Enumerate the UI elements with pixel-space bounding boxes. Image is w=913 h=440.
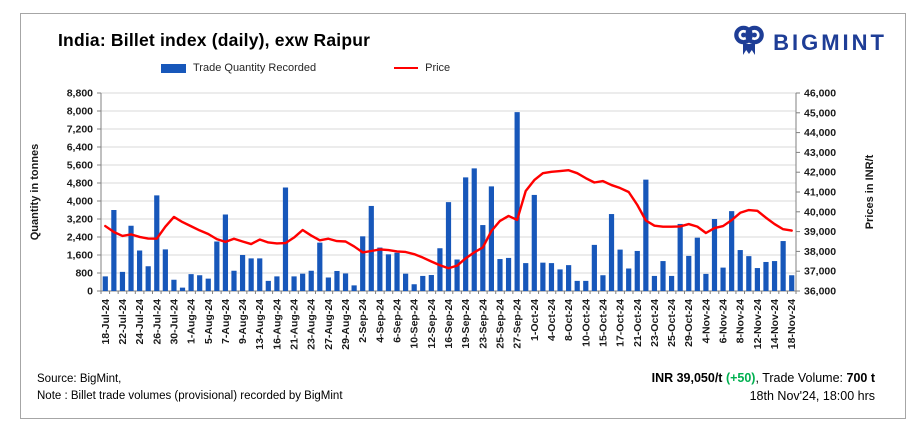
svg-text:36,000: 36,000: [804, 286, 836, 298]
svg-text:23-Sep-24: 23-Sep-24: [477, 299, 489, 349]
svg-text:25-Oct-24: 25-Oct-24: [666, 299, 678, 347]
svg-text:18-Jul-24: 18-Jul-24: [100, 299, 112, 345]
svg-text:5-Aug-24: 5-Aug-24: [203, 299, 215, 344]
price-change-badge: (+50): [725, 371, 756, 385]
brand-logo: BIGMINT: [732, 23, 887, 62]
svg-text:16-Sep-24: 16-Sep-24: [443, 299, 455, 349]
chart-area: 0 800 1,600 2,400 3,200 4,000 4,800 5,600 6,400 7…: [21, 80, 905, 372]
svg-text:6-Nov-24: 6-Nov-24: [718, 299, 730, 344]
svg-text:25-Sep-24: 25-Sep-24: [494, 299, 506, 349]
svg-text:29-Aug-24: 29-Aug-24: [340, 299, 352, 350]
svg-text:0: 0: [87, 286, 93, 298]
timestamp: 18th Nov'24, 18:00 hrs: [749, 389, 875, 403]
svg-text:4-Oct-24: 4-Oct-24: [546, 299, 558, 341]
svg-text:800: 800: [75, 268, 93, 280]
svg-text:8-Nov-24: 8-Nov-24: [735, 299, 747, 344]
legend-line-swatch-icon: [394, 67, 419, 69]
svg-text:22-Jul-24: 22-Jul-24: [117, 299, 129, 345]
svg-text:46,000: 46,000: [804, 88, 836, 100]
svg-text:14-Nov-24: 14-Nov-24: [769, 299, 781, 349]
svg-text:4-Nov-24: 4-Nov-24: [700, 299, 712, 344]
price-value: INR 39,050/t: [651, 371, 726, 385]
svg-text:8-Oct-24: 8-Oct-24: [563, 299, 575, 341]
svg-text:6,400: 6,400: [67, 142, 93, 154]
svg-text:17-Oct-24: 17-Oct-24: [615, 299, 627, 347]
bigmint-logo-icon: [732, 23, 766, 62]
legend-label-price: Price: [425, 62, 451, 74]
svg-text:40,000: 40,000: [804, 206, 836, 218]
svg-text:18-Nov-24: 18-Nov-24: [786, 299, 798, 349]
svg-text:9-Aug-24: 9-Aug-24: [237, 299, 249, 344]
chart-card: India: Billet index (daily), exw Raipur …: [20, 13, 906, 419]
svg-text:38,000: 38,000: [804, 246, 836, 258]
svg-text:12-Nov-24: 12-Nov-24: [752, 299, 764, 349]
svg-text:7,200: 7,200: [67, 124, 93, 136]
svg-text:27-Sep-24: 27-Sep-24: [512, 299, 524, 349]
svg-text:12-Sep-24: 12-Sep-24: [426, 299, 438, 349]
svg-text:41,000: 41,000: [804, 187, 836, 199]
svg-text:23-Aug-24: 23-Aug-24: [306, 299, 318, 350]
svg-text:10-Sep-24: 10-Sep-24: [409, 299, 421, 349]
legend-item-price: Price: [394, 62, 450, 74]
svg-text:5,600: 5,600: [67, 160, 93, 172]
svg-text:37,000: 37,000: [804, 266, 836, 278]
legend-bar-swatch-icon: [161, 63, 186, 73]
svg-text:42,000: 42,000: [804, 167, 836, 179]
price-summary: INR 39,050/t (+50), Trade Volume: 700 t …: [652, 369, 875, 405]
svg-text:23-Oct-24: 23-Oct-24: [649, 299, 661, 347]
svg-text:4,800: 4,800: [67, 178, 93, 190]
page-title: India: Billet index (daily), exw Raipur: [58, 30, 371, 50]
trade-volume-label: , Trade Volume:: [755, 371, 847, 385]
svg-text:13-Aug-24: 13-Aug-24: [254, 299, 266, 350]
svg-text:Prices in INR/t: Prices in INR/t: [864, 154, 876, 229]
svg-text:26-Jul-24: 26-Jul-24: [151, 299, 163, 345]
svg-text:21-Oct-24: 21-Oct-24: [632, 299, 644, 347]
svg-text:1-Oct-24: 1-Oct-24: [529, 299, 541, 341]
svg-text:43,000: 43,000: [804, 147, 836, 159]
svg-text:44,000: 44,000: [804, 127, 836, 139]
svg-text:21-Aug-24: 21-Aug-24: [289, 299, 301, 350]
source-note: Source: BigMint, Note : Billet trade vol…: [37, 371, 343, 405]
svg-text:8,800: 8,800: [67, 88, 93, 100]
svg-text:3,200: 3,200: [67, 214, 93, 226]
svg-text:4,000: 4,000: [67, 196, 93, 208]
svg-text:16-Aug-24: 16-Aug-24: [271, 299, 283, 350]
svg-text:1-Aug-24: 1-Aug-24: [186, 299, 198, 344]
svg-text:30-Jul-24: 30-Jul-24: [168, 299, 180, 345]
svg-text:19-Sep-24: 19-Sep-24: [460, 299, 472, 349]
svg-text:1,600: 1,600: [67, 250, 93, 262]
svg-text:Quantity in tonnes: Quantity in tonnes: [29, 144, 41, 241]
chart-legend: Trade Quantity Recorded Price: [161, 62, 450, 74]
svg-text:24-Jul-24: 24-Jul-24: [134, 299, 146, 345]
svg-text:27-Aug-24: 27-Aug-24: [323, 299, 335, 350]
legend-label-trade-quantity: Trade Quantity Recorded: [193, 62, 317, 74]
combo-chart-canvas: 0 800 1,600 2,400 3,200 4,000 4,800 5,600 6,400 7…: [29, 88, 876, 350]
source-text: Source: BigMint,: [37, 373, 122, 385]
svg-text:10-Oct-24: 10-Oct-24: [580, 299, 592, 347]
svg-text:8,000: 8,000: [67, 106, 93, 118]
svg-text:6-Sep-24: 6-Sep-24: [392, 299, 404, 343]
svg-text:4-Sep-24: 4-Sep-24: [374, 299, 386, 343]
svg-text:2,400: 2,400: [67, 232, 93, 244]
svg-text:15-Oct-24: 15-Oct-24: [597, 299, 609, 347]
note-text: Note : Billet trade volumes (provisional…: [37, 390, 343, 402]
legend-item-trade-quantity: Trade Quantity Recorded: [161, 62, 316, 74]
svg-text:39,000: 39,000: [804, 226, 836, 238]
svg-text:7-Aug-24: 7-Aug-24: [220, 299, 232, 344]
svg-text:29-Oct-24: 29-Oct-24: [683, 299, 695, 347]
trade-volume-value: 700 t: [846, 371, 876, 385]
svg-text:2-Sep-24: 2-Sep-24: [357, 299, 369, 343]
price-summary-line: INR 39,050/t (+50), Trade Volume: 700 t: [652, 369, 875, 387]
brand-name: BIGMINT: [773, 29, 887, 55]
svg-text:45,000: 45,000: [804, 107, 836, 119]
